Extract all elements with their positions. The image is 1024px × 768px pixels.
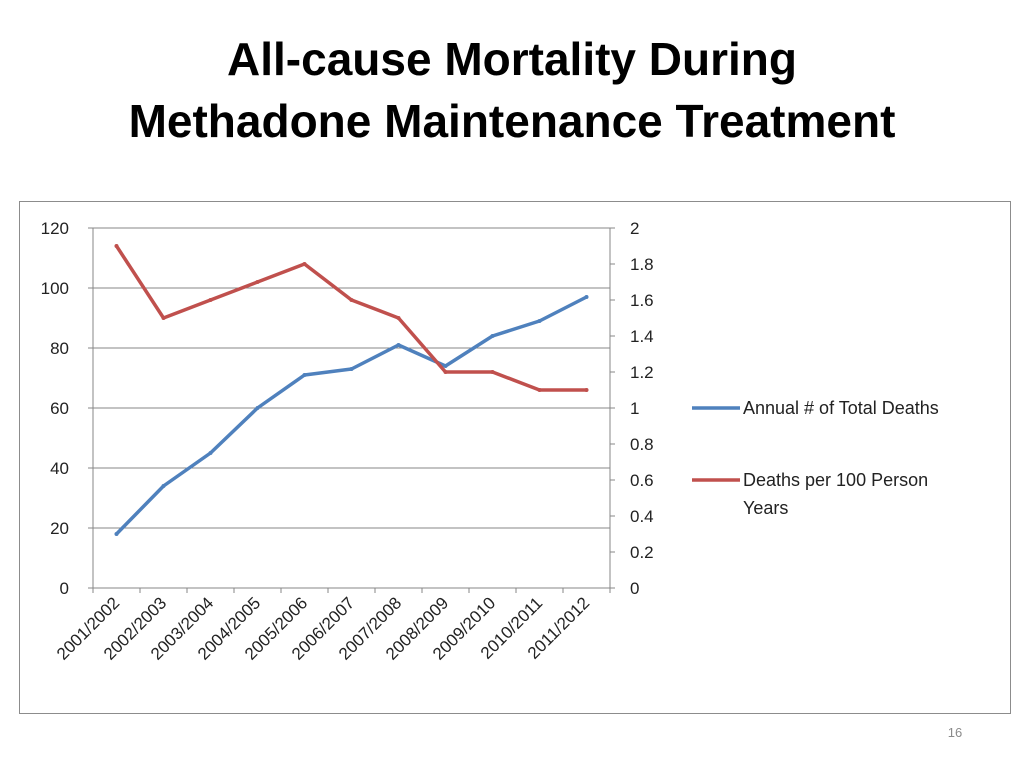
data-point-series-2: [208, 298, 213, 302]
data-point-series-2: [255, 280, 260, 284]
data-point-series-2: [490, 370, 495, 374]
y2-tick-label: 0.4: [630, 507, 654, 526]
tick-labels: 0 20 40 60 80 100 120 0 0.2 0.4 0.6 0.8 1 1.2 1.4 1.6 1.…: [41, 219, 654, 664]
y-tick-label: 0: [60, 579, 69, 598]
y-tick-label: 80: [50, 339, 69, 358]
data-point-series-1: [584, 295, 589, 299]
data-point-series-1: [490, 334, 495, 338]
y-tick-label: 100: [41, 279, 69, 298]
series-lines: [114, 244, 589, 536]
page-number: 16: [947, 725, 963, 740]
y2-tick-label: 1.2: [630, 363, 654, 382]
legend-label-deaths-per-100-line-1: Deaths per 100 Person: [743, 470, 928, 490]
legend: Annual # of Total Deaths Deaths per 100 P…: [692, 398, 939, 518]
data-point-series-1: [396, 343, 401, 347]
y2-tick-label: 1.4: [630, 327, 654, 346]
y2-tick-label: 0: [630, 579, 639, 598]
legend-label-total-deaths: Annual # of Total Deaths: [743, 398, 939, 418]
data-point-series-2: [302, 262, 307, 266]
data-point-series-2: [584, 388, 589, 392]
y2-tick-label: 1.8: [630, 255, 654, 274]
data-point-series-2: [114, 244, 119, 248]
data-point-series-1: [302, 373, 307, 377]
y-tick-label: 20: [50, 519, 69, 538]
line-chart: 0 20 40 60 80 100 120 0 0.2 0.4 0.6 0.8 1 1.2 1.4 1.6 1.…: [41, 219, 939, 664]
data-point-series-2: [161, 316, 166, 320]
y2-tick-label: 0.2: [630, 543, 654, 562]
chart-frame: 0 20 40 60 80 100 120 0 0.2 0.4 0.6 0.8 1 1.2 1.4 1.6 1.…: [19, 201, 1011, 714]
data-point-series-2: [443, 370, 448, 374]
data-point-series-1: [208, 451, 213, 455]
y2-tick-label: 1: [630, 399, 639, 418]
data-point-series-1: [349, 367, 354, 371]
legend-label-deaths-per-100-line-2: Years: [743, 498, 788, 518]
slide-title-line-2: Methadone Maintenance Treatment: [128, 95, 896, 147]
slide-title-line-1: All-cause Mortality During: [227, 33, 797, 85]
y-tick-label: 120: [41, 219, 69, 238]
y-tick-label: 40: [50, 459, 69, 478]
axes: [88, 227, 615, 593]
data-point-series-1: [443, 364, 448, 368]
data-point-series-2: [396, 316, 401, 320]
data-point-series-1: [537, 319, 542, 323]
y-tick-label: 60: [50, 399, 69, 418]
y2-tick-label: 1.6: [630, 291, 654, 310]
y2-tick-label: 0.6: [630, 471, 654, 490]
data-point-series-2: [537, 388, 542, 392]
y2-tick-label: 2: [630, 219, 639, 238]
data-point-series-1: [255, 406, 260, 410]
slide-title: All-cause Mortality During Methadone Mai…: [0, 28, 1024, 152]
gridlines: [93, 227, 610, 529]
data-point-series-1: [161, 484, 166, 488]
y2-tick-label: 0.8: [630, 435, 654, 454]
data-point-series-1: [114, 532, 119, 536]
data-point-series-2: [349, 298, 354, 302]
series-line-1: [114, 295, 589, 536]
